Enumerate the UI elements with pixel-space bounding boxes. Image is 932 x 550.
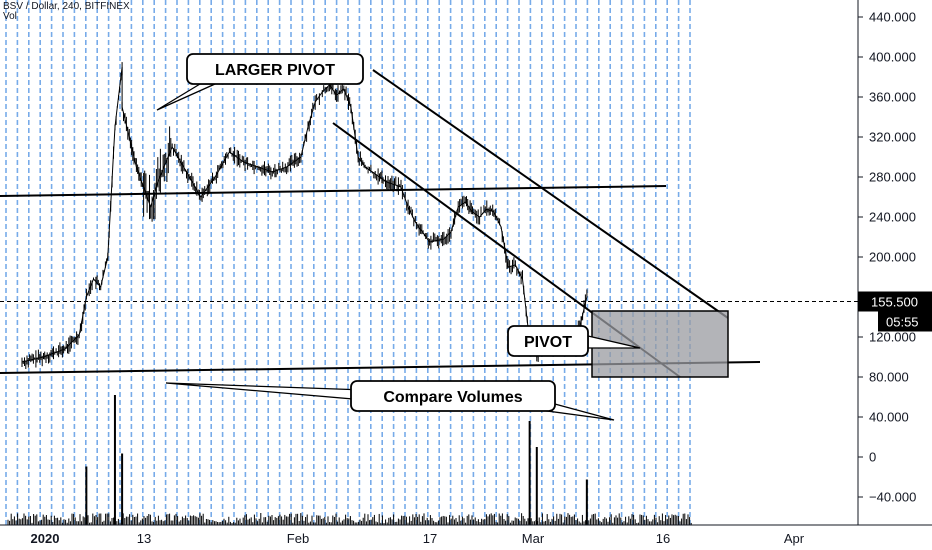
time-tick-label: 2020 (31, 531, 60, 546)
pivot-callout-box (507, 325, 589, 357)
price-tick-label: 80.000 (869, 370, 909, 385)
trend-drawings[interactable] (0, 69, 761, 378)
price-line (21, 66, 588, 363)
last-price-tag-bg (858, 291, 932, 312)
countdown-tag-bg (878, 311, 932, 332)
time-axis[interactable]: 2020 13 Feb 17 Mar 16 Apr (31, 531, 805, 546)
bar-countdown: 05:55 (886, 315, 919, 330)
channel-upper-line (372, 69, 729, 319)
larger-pivot-callout: LARGER PIVOT (156, 53, 364, 111)
price-tick-label: 400.000 (869, 50, 916, 65)
price-tick-label: 0 (869, 450, 876, 465)
price-tick-label: 40.000 (869, 410, 909, 425)
volume-indicator-label: Vol (3, 11, 17, 22)
time-tick-label: Apr (784, 531, 805, 546)
compare-volumes-callout-label: Compare Volumes (383, 389, 522, 406)
time-tick-label: 13 (137, 531, 151, 546)
larger-pivot-callout-box (186, 53, 364, 85)
price-tick-label: 360.000 (869, 90, 916, 105)
time-tick-label: Mar (522, 531, 545, 546)
resistance-line (0, 185, 667, 197)
price-tick-label: 320.000 (869, 130, 916, 145)
larger-pivot-callout-label: LARGER PIVOT (215, 62, 335, 79)
compare-volumes-pointer-left (165, 382, 366, 401)
price-series (21, 62, 588, 369)
time-tick-label: 17 (423, 531, 437, 546)
price-tick-label: 240.000 (869, 210, 916, 225)
last-price-value: 155.500 (871, 295, 918, 310)
callouts[interactable]: LARGER PIVOT PIVOT Compare Volumes (156, 53, 641, 421)
last-price-tag: 155.500 05:55 (0, 291, 932, 332)
time-tick-label: 16 (656, 531, 670, 546)
compare-volumes-callout: Compare Volumes (165, 380, 615, 421)
pivot-callout: PIVOT (507, 325, 641, 357)
price-tick-label: 280.000 (869, 170, 916, 185)
price-tick-label: −40.000 (869, 490, 916, 505)
chart-header: BSV / Dollar, 240, BITFINEX Vol (3, 2, 130, 22)
price-axis[interactable]: 440.000 400.000 360.000 320.000 280.000 240.0… (0, 0, 932, 526)
price-tick-label: 200.000 (869, 250, 916, 265)
compare-volumes-callout-box (350, 380, 556, 412)
symbol-title: BSV / Dollar, 240, BITFINEX (3, 1, 130, 12)
volume-bars (7, 395, 692, 525)
price-tick-label: 120.000 (869, 330, 916, 345)
time-tick-label: Feb (287, 531, 309, 546)
price-tick-label: 440.000 (869, 10, 916, 25)
pivot-callout-label: PIVOT (524, 334, 572, 351)
